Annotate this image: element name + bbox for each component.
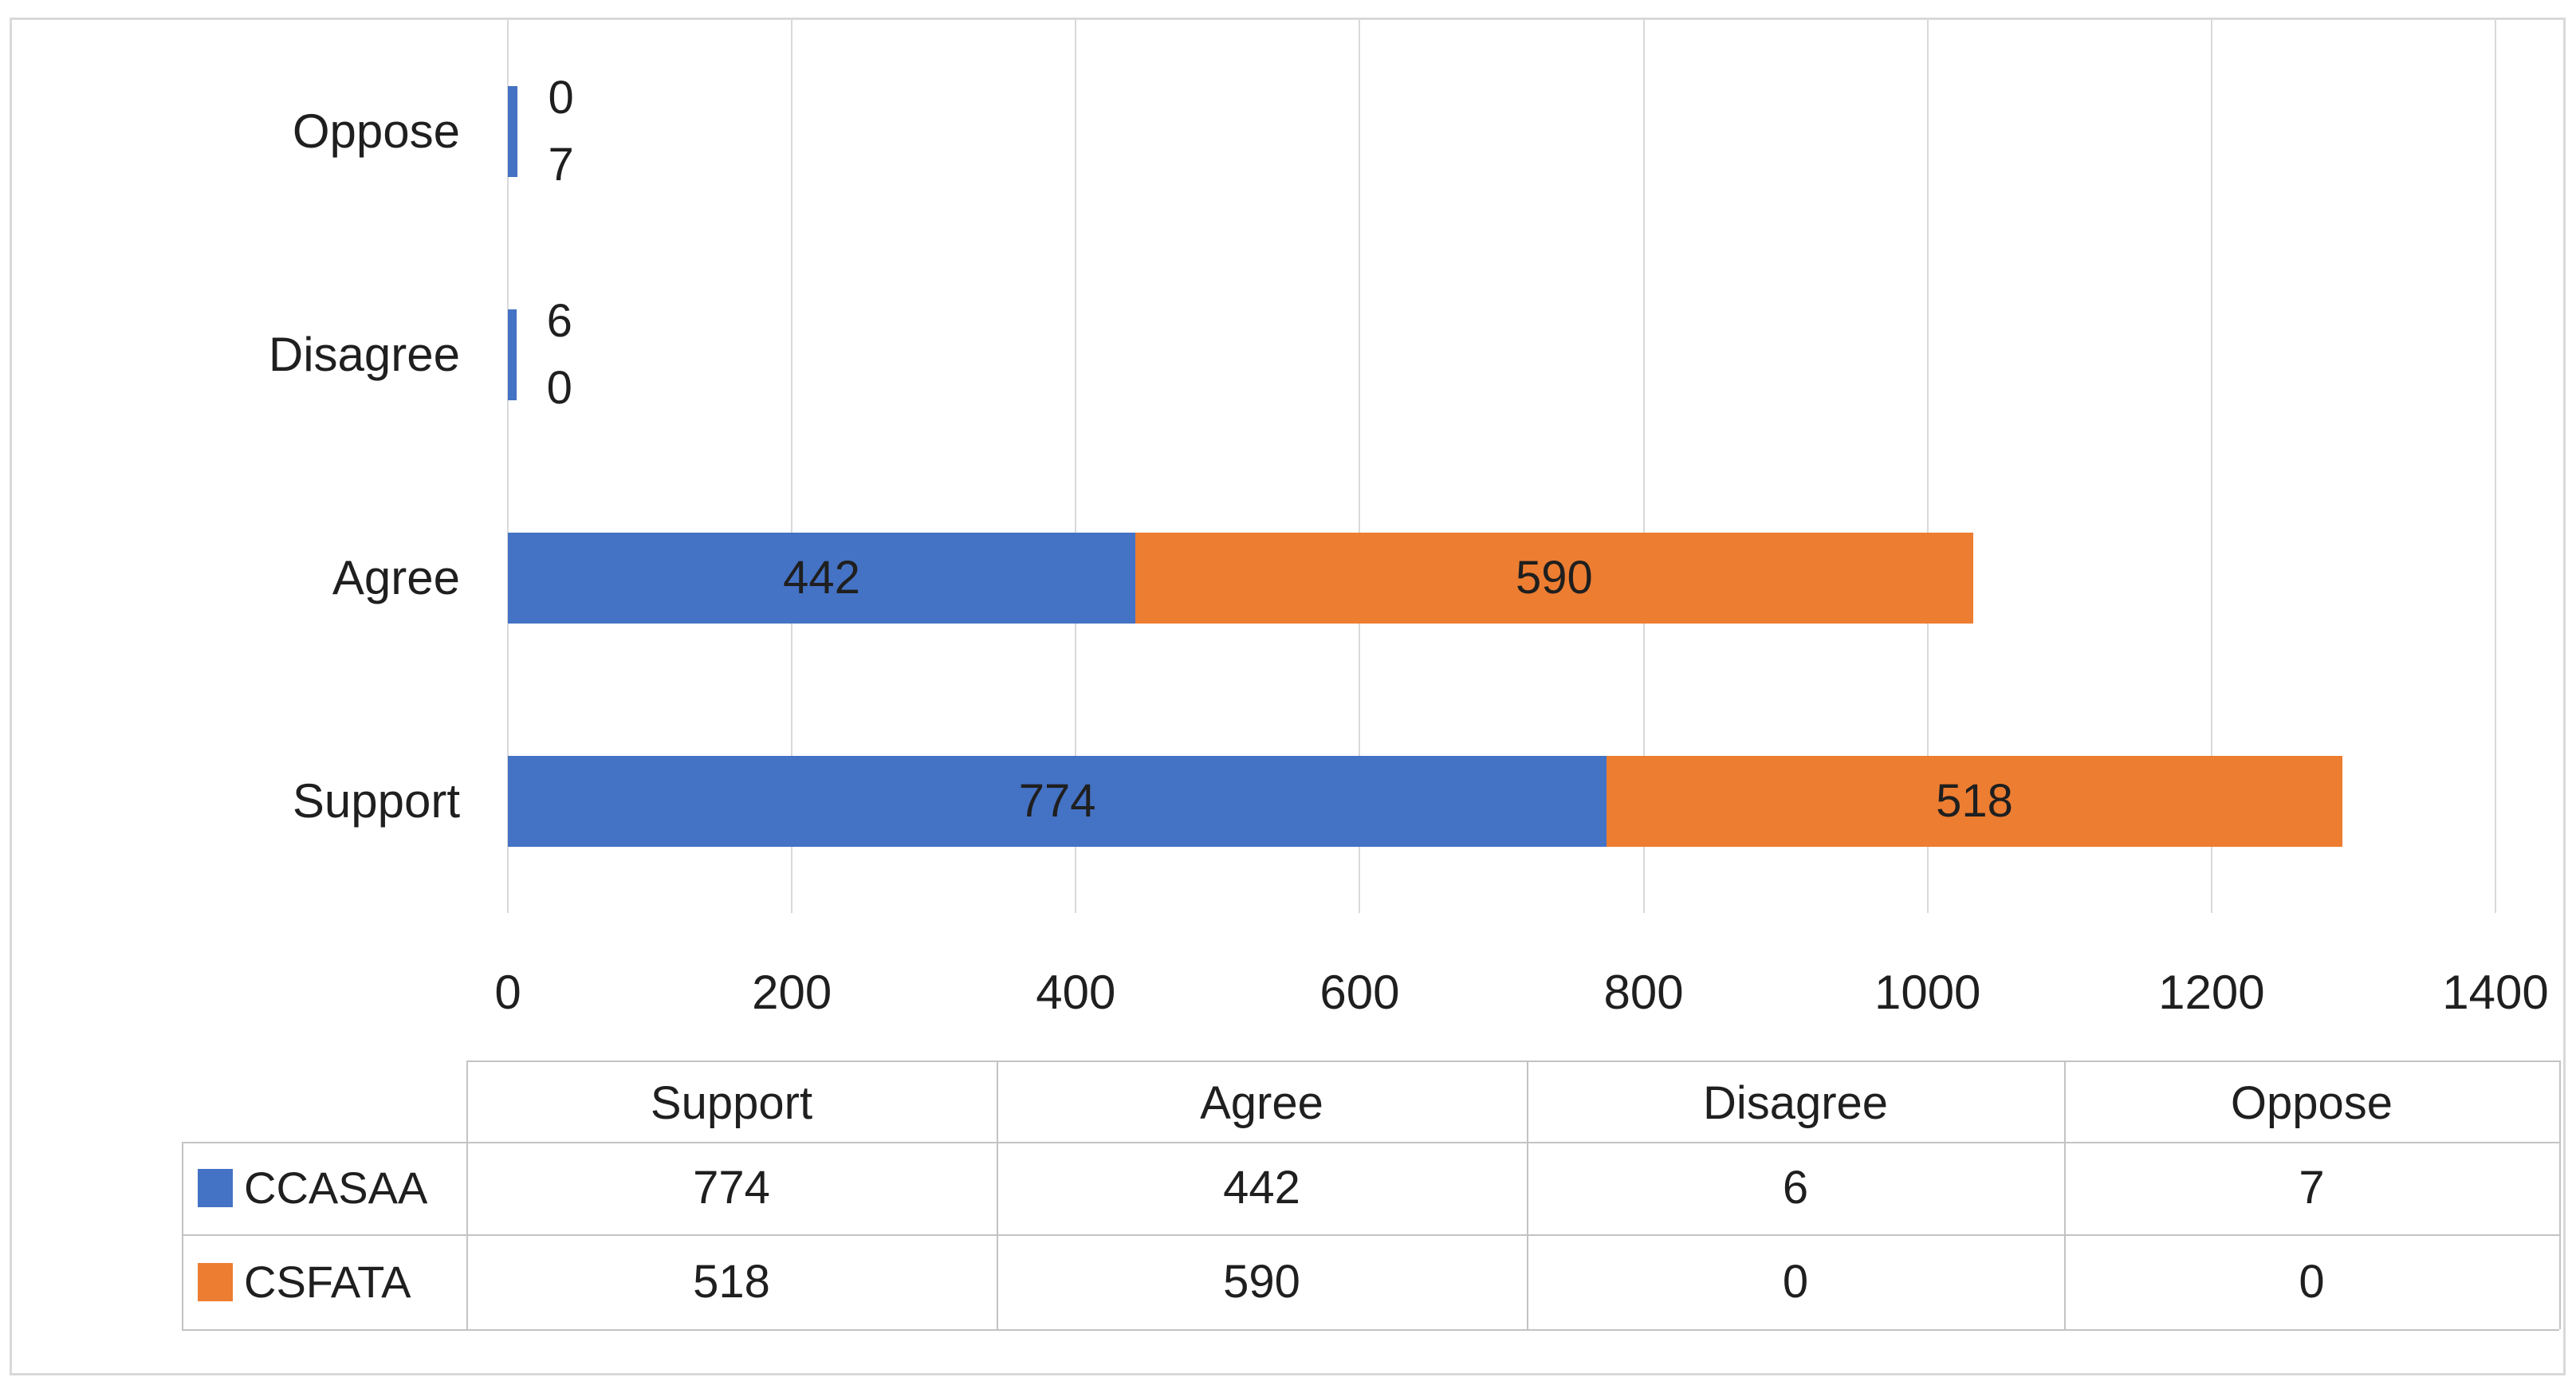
- table-border-v4: [2064, 1060, 2066, 1329]
- gridline-1000: [1926, 20, 1929, 913]
- bar-value-label-csfata-agree: 590: [1515, 552, 1593, 604]
- table-border-v5: [2559, 1060, 2561, 1329]
- table-border-h2: [182, 1234, 2559, 1236]
- table-cell-csfata-agree: 590: [1223, 1256, 1300, 1308]
- legend-swatch-csfata: [198, 1262, 233, 1301]
- bar-segment-ccasaa-agree: [508, 533, 1136, 624]
- figure-border: [10, 18, 2566, 1375]
- table-cell-ccasaa-oppose: 7: [2299, 1162, 2325, 1214]
- table-border-v1: [466, 1060, 468, 1329]
- gridline-800: [1642, 20, 1645, 913]
- table-header-disagree: Disagree: [1702, 1077, 1889, 1129]
- series-name-ccasaa: CCASAA: [244, 1163, 428, 1213]
- table-border-left: [182, 1142, 183, 1329]
- gridline-600: [1359, 20, 1361, 913]
- table-border-v3: [1527, 1060, 1528, 1329]
- gridline-200: [791, 20, 793, 913]
- bar-value-label-ccasaa-agree: 442: [783, 552, 860, 604]
- series-name-csfata: CSFATA: [244, 1257, 411, 1307]
- x-tick-label-1400: 1400: [2442, 966, 2549, 1019]
- table-header-agree: Agree: [1200, 1077, 1323, 1129]
- table-border-h1: [182, 1142, 2559, 1143]
- table-header-support: Support: [650, 1077, 813, 1129]
- table-border-h3: [182, 1329, 2559, 1331]
- table-cell-ccasaa-support: 774: [693, 1162, 770, 1214]
- bar-value-label-csfata-support: 518: [1936, 775, 2013, 827]
- table-cell-ccasaa-agree: 442: [1223, 1162, 1300, 1214]
- x-tick-label-400: 400: [1036, 966, 1116, 1019]
- table-header-oppose: Oppose: [2230, 1077, 2393, 1129]
- bar-segment-csfata-support: [1607, 756, 2342, 847]
- gridline-1200: [2210, 20, 2212, 913]
- bar-segment-csfata-agree: [1135, 533, 1973, 624]
- gridline-0: [507, 20, 509, 913]
- plot-area: 442 590 774 518: [507, 20, 2496, 913]
- bar-segment-ccasaa-support: [508, 756, 1607, 847]
- gridline-1400: [2495, 20, 2496, 913]
- table-cell-csfata-oppose: 0: [2299, 1256, 2325, 1308]
- table-cell-ccasaa-disagree: 6: [1782, 1162, 1809, 1214]
- x-tick-label-0: 0: [494, 966, 521, 1019]
- table-cell-csfata-support: 518: [693, 1256, 770, 1308]
- x-tick-label-1200: 1200: [2158, 966, 2265, 1019]
- x-tick-label-200: 200: [752, 966, 832, 1019]
- x-tick-label-600: 600: [1319, 966, 1400, 1019]
- x-tick-label-1000: 1000: [1874, 966, 1981, 1019]
- table-border-top: [466, 1060, 2559, 1062]
- gridline-400: [1075, 20, 1077, 913]
- bar-value-label-ccasaa-support: 774: [1018, 775, 1096, 827]
- bar-segment-ccasaa-oppose: [508, 86, 518, 177]
- x-tick-label-800: 800: [1603, 966, 1684, 1019]
- bar-segment-ccasaa-disagree: [508, 309, 517, 400]
- legend-swatch-ccasaa: [198, 1169, 233, 1207]
- table-cell-csfata-disagree: 0: [1782, 1256, 1809, 1308]
- table-border-v2: [997, 1060, 998, 1329]
